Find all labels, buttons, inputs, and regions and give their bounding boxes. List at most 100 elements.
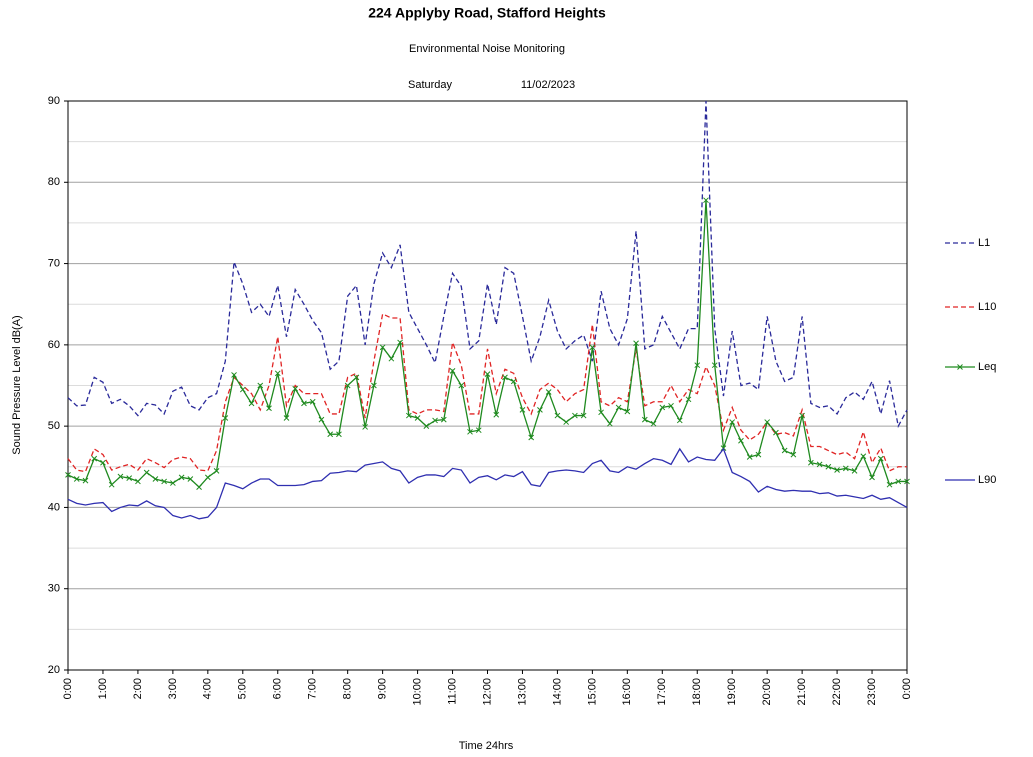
marker (196, 484, 202, 490)
marker (808, 459, 814, 466)
marker (842, 465, 849, 472)
marker (528, 434, 535, 441)
marker (405, 412, 412, 419)
marker (554, 412, 561, 419)
x-tick-label: 10:00 (411, 678, 423, 706)
x-tick-label: 6:00 (272, 678, 284, 699)
x-tick-label: 11:00 (446, 678, 458, 705)
x-tick-label: 2:00 (132, 678, 144, 699)
x-tick-label: 7:00 (307, 678, 319, 699)
chart-subtitle: Environmental Noise Monitoring (409, 43, 565, 55)
marker (73, 476, 80, 482)
x-tick-label: 20:00 (761, 678, 773, 706)
marker (641, 416, 648, 423)
marker (143, 469, 150, 476)
marker (537, 407, 543, 413)
x-tick-label: 9:00 (377, 678, 389, 699)
x-tick-label: 0:00 (62, 678, 74, 699)
marker (703, 197, 709, 204)
marker (336, 431, 342, 438)
marker (344, 382, 351, 389)
marker (353, 374, 360, 381)
marker (572, 412, 578, 419)
marker (467, 428, 473, 435)
marker (432, 417, 438, 424)
marker (117, 473, 124, 480)
series-line (67, 313, 907, 473)
marker (257, 382, 264, 389)
marker (152, 476, 159, 482)
marker (738, 437, 744, 444)
marker (860, 453, 867, 460)
x-tick-label: 13:00 (516, 678, 528, 706)
x-tick-label: 22:00 (831, 678, 843, 706)
y-tick-label: 80 (48, 176, 60, 188)
series-line (67, 100, 908, 429)
marker (580, 412, 587, 419)
marker (633, 340, 639, 347)
marker (301, 400, 307, 407)
marker (755, 451, 762, 458)
x-tick-label: 21:00 (796, 678, 808, 706)
marker (231, 372, 237, 378)
marker (764, 419, 771, 425)
marker (676, 417, 683, 424)
marker (851, 467, 858, 474)
marker (589, 344, 596, 351)
marker (379, 344, 386, 351)
y-tick-label: 90 (48, 95, 60, 107)
marker (327, 431, 334, 438)
marker (825, 463, 832, 470)
marker (685, 396, 692, 403)
marker (388, 355, 395, 362)
marker (91, 455, 98, 462)
marker (423, 423, 430, 429)
marker (668, 402, 674, 409)
x-tick-label: 12:00 (481, 678, 493, 706)
y-axis-label: Sound Pressure Level dB(A) (11, 315, 23, 454)
x-tick-label: 18:00 (691, 678, 703, 706)
marker (440, 416, 447, 423)
marker (283, 415, 290, 421)
series-line (67, 447, 908, 520)
x-axis-label: Time 24hrs (459, 740, 514, 752)
marker (266, 405, 272, 412)
marker (475, 427, 482, 434)
x-tick-label: 19:00 (726, 678, 738, 706)
y-tick-label: 30 (48, 583, 60, 595)
marker (781, 447, 788, 454)
series-line (67, 200, 907, 489)
y-tick-label: 70 (48, 257, 60, 269)
y-tick-label: 40 (48, 501, 60, 513)
marker (659, 404, 666, 411)
marker (746, 454, 753, 460)
marker (799, 412, 805, 419)
marker (650, 420, 657, 427)
marker (239, 386, 246, 393)
marker (82, 477, 89, 484)
marker (615, 404, 622, 411)
marker (607, 420, 613, 427)
marker (170, 480, 176, 486)
marker (108, 481, 115, 488)
x-tick-label: 5:00 (237, 678, 249, 699)
marker (624, 408, 631, 415)
marker (362, 424, 368, 430)
marker (895, 478, 902, 485)
legend-label: L1 (978, 237, 990, 249)
y-tick-label: 50 (48, 420, 60, 432)
plot-frame (67, 100, 908, 671)
x-tick-label: 16:00 (621, 678, 633, 706)
x-tick-label: 17:00 (656, 678, 668, 706)
marker (371, 382, 377, 389)
marker (135, 478, 141, 485)
marker (493, 411, 500, 418)
marker (729, 419, 736, 425)
legend-label: L10 (978, 301, 996, 313)
marker (816, 461, 823, 468)
marker (598, 409, 604, 416)
marker (563, 419, 570, 425)
marker (773, 429, 779, 436)
marker (248, 400, 255, 407)
